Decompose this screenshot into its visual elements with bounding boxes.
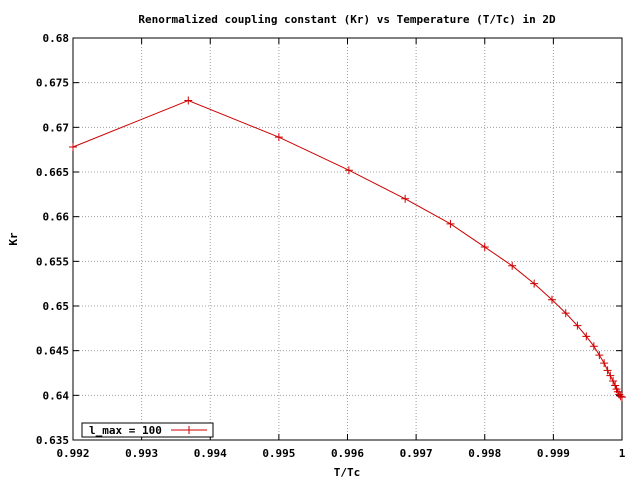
y-tick-label: 0.635	[36, 434, 69, 447]
data-point	[184, 96, 193, 105]
data-point	[69, 142, 77, 151]
y-tick-label: 0.665	[36, 166, 69, 179]
data-point	[561, 309, 570, 318]
x-tick-label: 0.994	[194, 447, 227, 460]
axis-ticks: 0.992 0.993 0.994 0.995 0.996 0.997 0.998 0.999…	[36, 32, 626, 460]
data-point	[401, 194, 410, 203]
data-point	[530, 279, 539, 288]
data-point	[582, 332, 591, 341]
x-tick-label: 0.997	[400, 447, 433, 460]
data-point	[618, 393, 626, 402]
series-layer	[69, 96, 626, 402]
y-tick-label: 0.68	[43, 32, 70, 45]
x-tick-label: 0.992	[56, 447, 89, 460]
legend-marker	[185, 426, 193, 434]
y-tick-label: 0.645	[36, 345, 69, 358]
data-point	[274, 133, 283, 142]
data-point	[603, 366, 612, 375]
data-point	[606, 371, 615, 380]
y-tick-label: 0.65	[43, 300, 70, 313]
chart-title: Renormalized coupling constant (Kr) vs T…	[138, 13, 556, 26]
x-tick-label: 0.999	[537, 447, 570, 460]
y-tick-label: 0.655	[36, 255, 69, 268]
data-point	[616, 392, 625, 401]
data-point	[609, 377, 618, 386]
data-point	[611, 381, 620, 390]
legend-marker-plus	[185, 426, 193, 434]
x-tick-label: 0.995	[262, 447, 295, 460]
x-tick-label: 0.998	[468, 447, 501, 460]
y-tick-label: 0.67	[43, 121, 70, 134]
data-point	[548, 295, 557, 304]
legend-label: l_max = 100	[89, 424, 162, 437]
y-axis-label: Kr	[7, 232, 20, 246]
data-point	[573, 321, 582, 330]
x-tick-label: 0.993	[125, 447, 158, 460]
data-point	[595, 351, 604, 360]
x-tick-label: 1	[619, 447, 626, 460]
y-tick-label: 0.64	[43, 389, 70, 402]
legend: l_max = 100	[81, 422, 214, 438]
data-point	[589, 342, 598, 351]
y-tick-label: 0.675	[36, 77, 69, 90]
data-point	[508, 261, 517, 270]
data-point	[480, 243, 489, 252]
data-point	[446, 219, 455, 228]
data-point	[344, 166, 353, 175]
x-axis-label: T/Tc	[334, 466, 361, 479]
y-tick-label: 0.66	[43, 211, 70, 224]
x-tick-label: 0.996	[331, 447, 364, 460]
legend-box	[81, 422, 214, 438]
data-point	[600, 359, 609, 368]
grid	[73, 38, 622, 440]
